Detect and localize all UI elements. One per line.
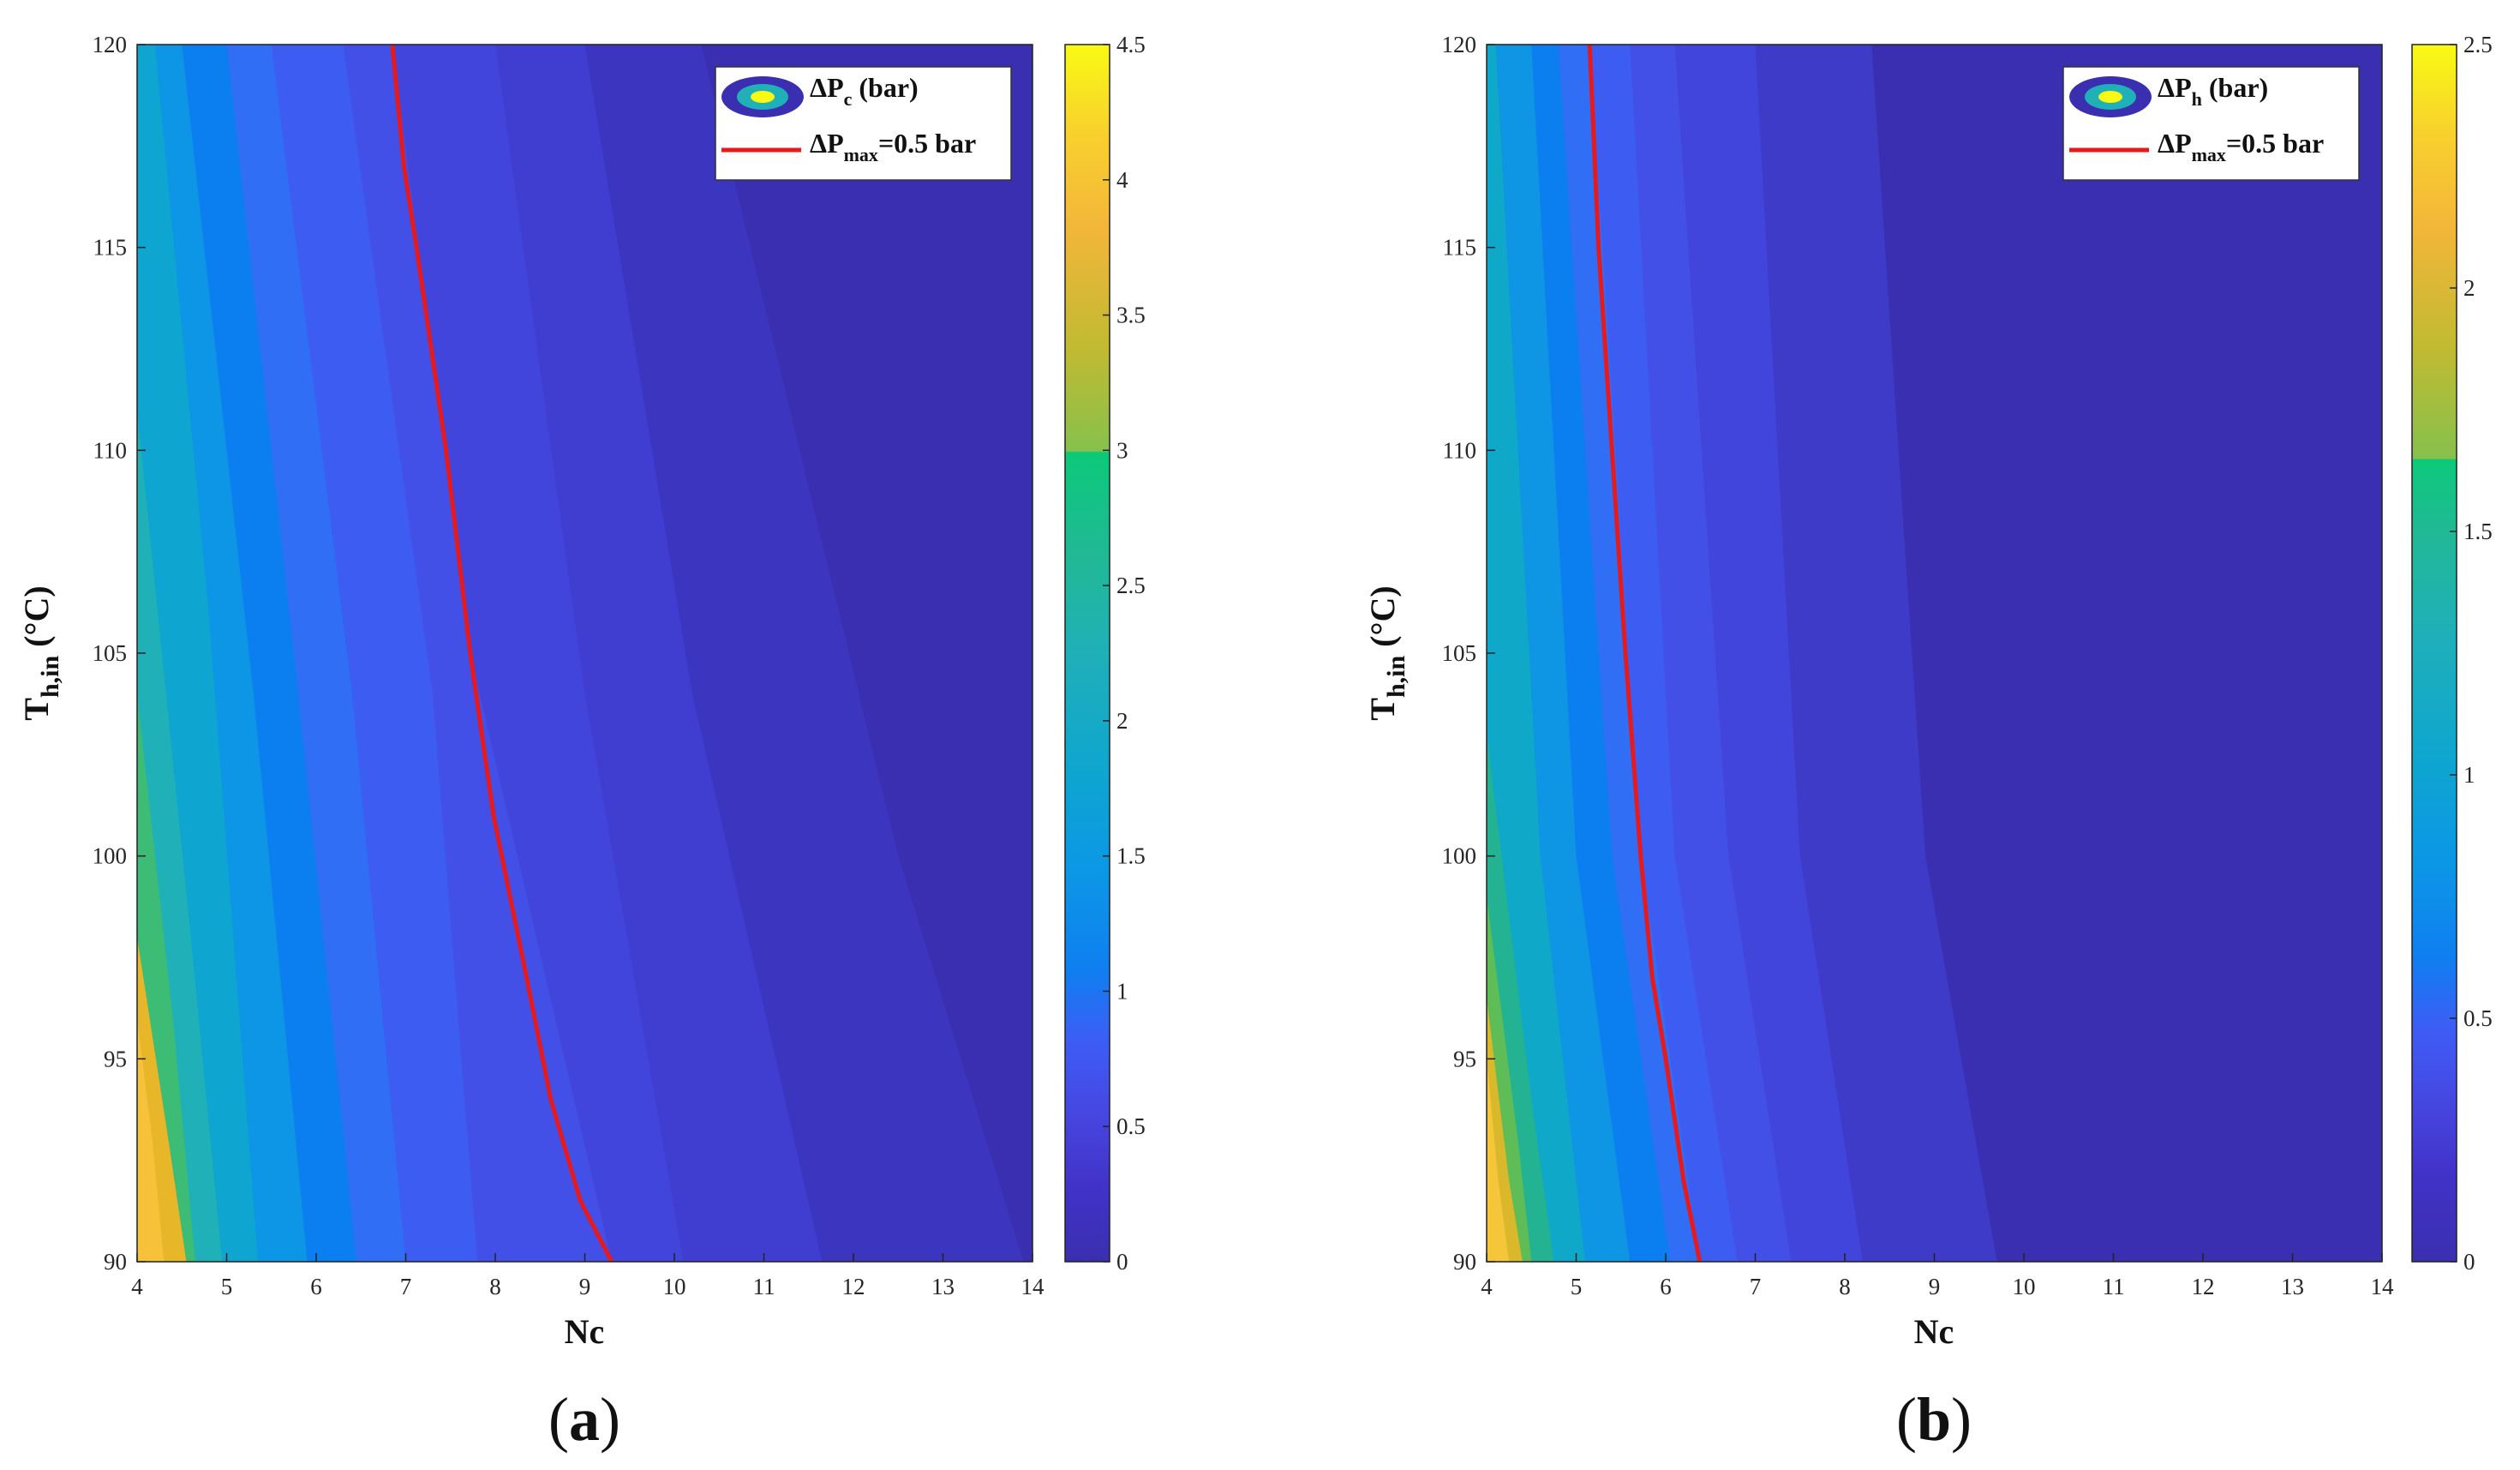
panel-label-b: (b) xyxy=(1896,1385,1972,1454)
colorbar-tick-label: 0 xyxy=(2463,1249,2475,1275)
x-tick-label: 14 xyxy=(1021,1274,1045,1299)
x-tick-label: 5 xyxy=(1571,1274,1583,1299)
colorbar-tick-label: 4 xyxy=(1116,167,1128,193)
x-tick-label: 9 xyxy=(1929,1274,1941,1299)
contour-band xyxy=(1487,45,1510,1262)
contour-bands-b xyxy=(1487,45,1997,1262)
colorbar-tick-label: 1.5 xyxy=(1116,843,1146,869)
y-ticks-a: 90 95 100 105 110 115 120 xyxy=(93,32,146,1275)
colorbar-tick-label: 2.5 xyxy=(2463,32,2493,57)
x-tick-label: 7 xyxy=(1750,1274,1762,1299)
x-tick-label: 8 xyxy=(489,1274,501,1299)
x-tick-label: 7 xyxy=(400,1274,412,1299)
legend-contour-label-a: ΔPc (bar) xyxy=(810,72,919,110)
colorbar-tick-label: 2 xyxy=(1116,708,1128,734)
colorbar-tick-label: 1 xyxy=(2463,762,2475,788)
y-tick-label: 110 xyxy=(93,437,128,463)
y-axis-label-a: Th,in (°C) xyxy=(17,585,64,720)
y-tick-label: 115 xyxy=(1443,235,1477,261)
x-tick-label: 11 xyxy=(753,1274,775,1299)
colorbar-ticks-b: 0 0.5 1 1.5 2 2.5 xyxy=(2450,32,2493,1275)
legend-contour-label-b: ΔPh (bar) xyxy=(2158,72,2268,110)
colorbar-tick-label: 0 xyxy=(1116,1249,1128,1275)
y-tick-label: 120 xyxy=(93,32,128,57)
x-tick-label: 4 xyxy=(1481,1274,1493,1299)
legend-contour-swatch-b xyxy=(2069,76,2152,117)
legend-line-label-b: ΔPmax=0.5 bar xyxy=(2158,128,2324,165)
colorbar-tick-label: 1.5 xyxy=(2463,519,2493,544)
colorbar-tick-label: 2.5 xyxy=(1116,573,1146,598)
y-tick-label: 95 xyxy=(1453,1046,1476,1071)
x-tick-label: 12 xyxy=(842,1274,865,1299)
x-tick-label: 11 xyxy=(2103,1274,2125,1299)
x-tick-label: 13 xyxy=(2281,1274,2304,1299)
legend-b: ΔPh (bar) ΔPmax=0.5 bar xyxy=(2062,66,2360,181)
colorbar-tick-label: 3.5 xyxy=(1116,303,1146,328)
x-tick-label: 10 xyxy=(2013,1274,2036,1299)
x-ticks-b: 4 5 6 7 8 9 10 11 12 13 14 xyxy=(1481,1253,2394,1299)
x-axis-label-b: Nc xyxy=(1914,1312,1954,1351)
contour-band xyxy=(137,45,165,1262)
y-tick-label: 100 xyxy=(93,843,128,869)
x-tick-label: 8 xyxy=(1839,1274,1851,1299)
x-tick-label: 6 xyxy=(310,1274,322,1299)
y-tick-label: 120 xyxy=(1442,32,1477,57)
legend-line-label-a: ΔPmax=0.5 bar xyxy=(810,128,976,165)
colorbar-tick-label: 0.5 xyxy=(2463,1005,2493,1031)
y-axis-label-b: Th,in (°C) xyxy=(1363,585,1410,720)
colorbar-tick-label: 2 xyxy=(2463,275,2475,301)
x-tick-label: 14 xyxy=(2371,1274,2395,1299)
x-tick-label: 12 xyxy=(2192,1274,2215,1299)
panel-label-a: (a) xyxy=(548,1385,620,1454)
y-ticks-b: 90 95 100 105 110 115 120 xyxy=(1442,32,1495,1275)
y-tick-label: 115 xyxy=(93,235,128,261)
y-tick-label: 100 xyxy=(1442,843,1477,869)
x-tick-label: 10 xyxy=(663,1274,686,1299)
legend-contour-swatch-a xyxy=(721,76,804,117)
x-tick-label: 4 xyxy=(131,1274,143,1299)
y-tick-label: 105 xyxy=(93,640,128,666)
y-tick-label: 90 xyxy=(104,1249,127,1275)
y-tick-label: 105 xyxy=(1442,640,1477,666)
y-tick-label: 110 xyxy=(1443,437,1477,463)
colorbar-tick-label: 3 xyxy=(1116,437,1128,463)
colorbar-tick-label: 1 xyxy=(1116,978,1128,1004)
colorbar-ticks-a: 0 0.5 1 1.5 2 2.5 3 3.5 4 4.5 xyxy=(1103,32,1146,1275)
x-tick-label: 9 xyxy=(579,1274,591,1299)
contour-band xyxy=(137,45,195,1262)
x-axis-label-a: Nc xyxy=(565,1312,605,1351)
constraint-line xyxy=(390,45,614,1262)
colorbar-a xyxy=(1064,44,1110,1263)
constraint-line xyxy=(1587,45,1703,1262)
contour-band xyxy=(1487,45,1554,1262)
colorbar-b xyxy=(2411,44,2457,1263)
y-tick-label: 90 xyxy=(1453,1249,1476,1275)
x-tick-label: 5 xyxy=(221,1274,233,1299)
x-tick-label: 6 xyxy=(1660,1274,1672,1299)
x-ticks-a: 4 5 6 7 8 9 10 11 12 13 14 xyxy=(131,1253,1045,1299)
x-tick-label: 13 xyxy=(931,1274,955,1299)
legend-a: ΔPc (bar) ΔPmax=0.5 bar xyxy=(715,66,1012,181)
y-tick-label: 95 xyxy=(104,1046,127,1071)
constraint-line-b xyxy=(1587,45,1703,1262)
contour-bands-a xyxy=(137,45,1024,1262)
constraint-line-a xyxy=(390,45,614,1262)
colorbar-tick-label: 4.5 xyxy=(1116,32,1146,57)
colorbar-tick-label: 0.5 xyxy=(1116,1113,1146,1139)
